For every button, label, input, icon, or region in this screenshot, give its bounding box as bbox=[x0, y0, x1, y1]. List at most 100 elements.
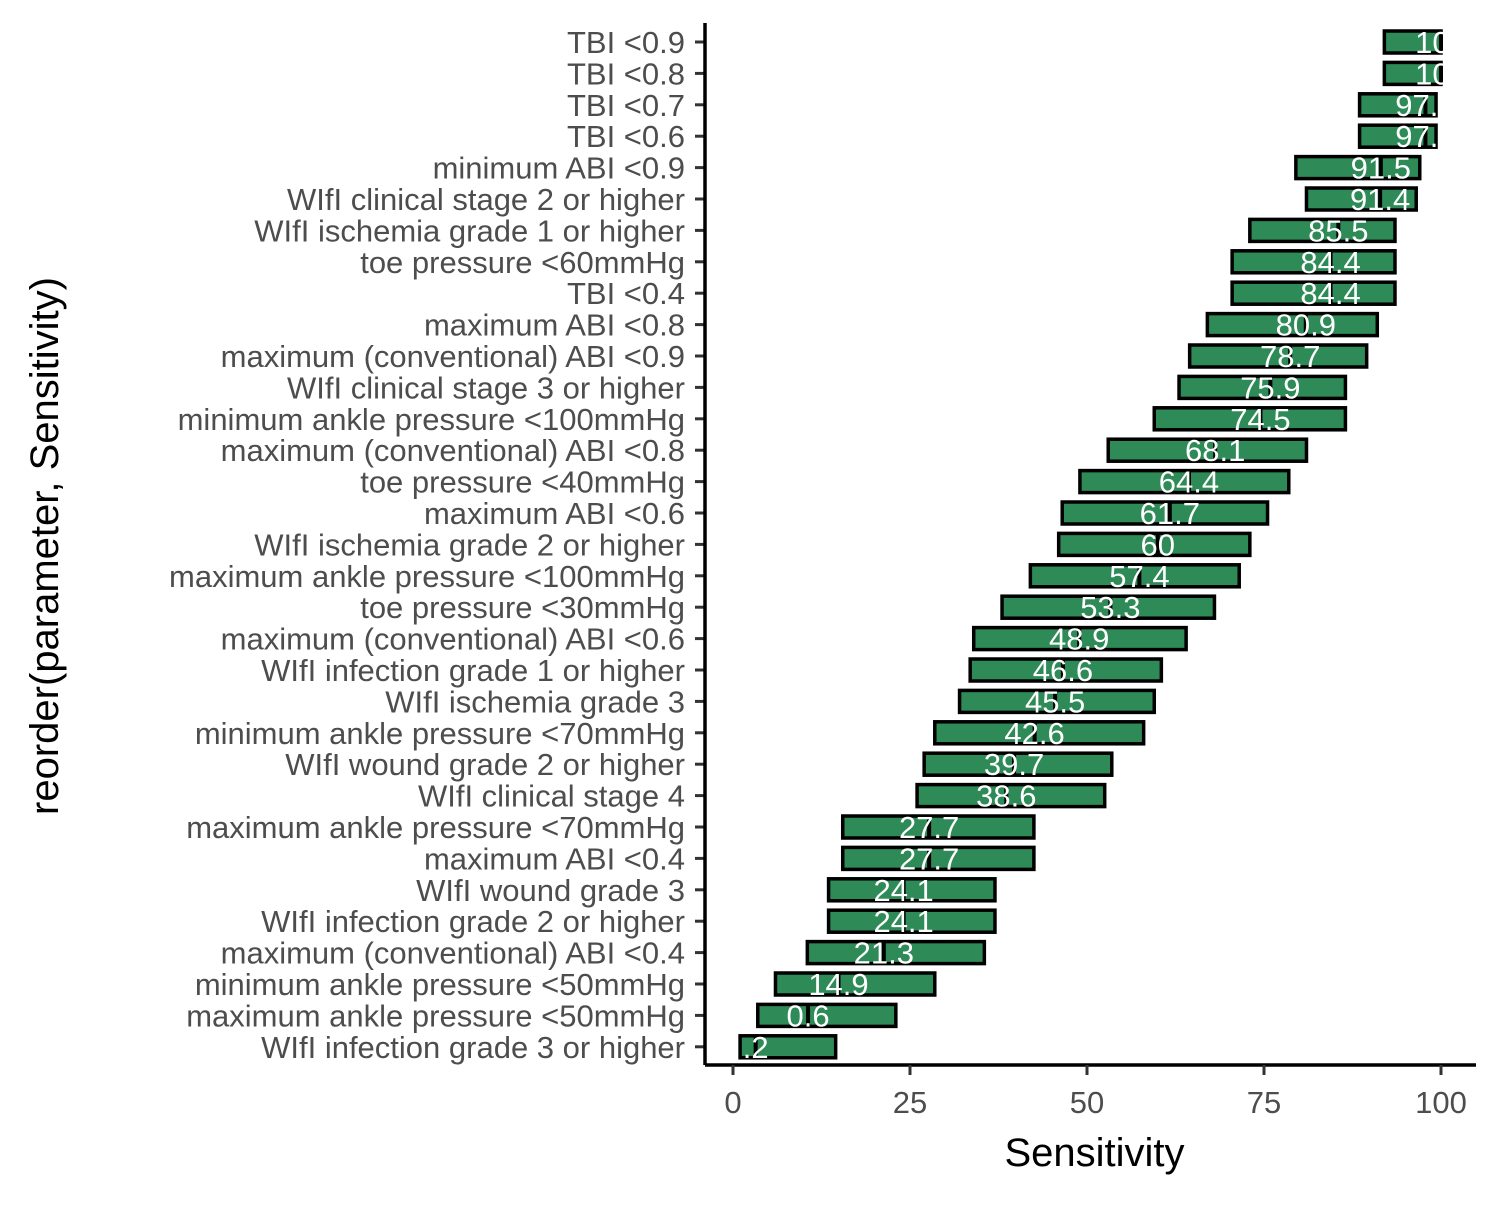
bar bbox=[826, 908, 997, 934]
data-label: 80.9 bbox=[1276, 308, 1336, 343]
bar bbox=[1248, 217, 1397, 244]
x-tick-label: 75 bbox=[1247, 1085, 1281, 1120]
data-label: 27.7 bbox=[899, 810, 959, 845]
data-label: 61.7 bbox=[1140, 496, 1200, 531]
data-labels-layer: 10010097.897.891.591.485.584.484.480.978… bbox=[743, 25, 1467, 1065]
data-label: 100 bbox=[1415, 56, 1467, 91]
y-tick-label: TBI <0.8 bbox=[567, 56, 685, 91]
bar bbox=[933, 720, 1146, 746]
data-label: 45.5 bbox=[1025, 684, 1085, 719]
x-tick-label: 25 bbox=[893, 1085, 927, 1120]
y-tick-label: WIfI clinical stage 2 or higher bbox=[287, 182, 685, 217]
y-tick-label: WIfI infection grade 1 or higher bbox=[261, 653, 685, 688]
y-tick-label: WIfI wound grade 3 bbox=[416, 873, 685, 908]
bar bbox=[1177, 374, 1348, 401]
y-tick-label: TBI <0.7 bbox=[567, 88, 685, 123]
y-tick-label: maximum ABI <0.6 bbox=[424, 496, 685, 531]
data-label: 64.4 bbox=[1159, 465, 1219, 500]
bar bbox=[1000, 594, 1217, 620]
bar bbox=[1294, 154, 1422, 181]
bar bbox=[1230, 249, 1397, 275]
data-label: 48.9 bbox=[1049, 622, 1109, 657]
y-axis-title: reorder(parameter, Sensitivity) bbox=[23, 277, 67, 815]
y-tick-label: WIfI ischemia grade 2 or higher bbox=[254, 527, 685, 562]
y-tick-label: TBI <0.6 bbox=[567, 119, 685, 154]
y-tick-label: WIfI infection grade 2 or higher bbox=[261, 904, 685, 939]
data-label: 74.5 bbox=[1230, 402, 1290, 437]
bar bbox=[1028, 563, 1241, 589]
y-tick-label: WIfI clinical stage 4 bbox=[418, 779, 685, 814]
y-tick-label: minimum ankle pressure <50mmHg bbox=[195, 967, 685, 1002]
bar bbox=[1357, 123, 1438, 149]
data-label: 78.7 bbox=[1260, 339, 1320, 374]
bar bbox=[1187, 343, 1369, 369]
bar bbox=[922, 751, 1114, 777]
bar bbox=[1106, 437, 1309, 463]
bar bbox=[1357, 92, 1438, 118]
y-tick-label: maximum ABI <0.4 bbox=[424, 841, 685, 876]
bar bbox=[756, 1002, 898, 1029]
x-tick-label: 50 bbox=[1070, 1085, 1104, 1120]
x-tick-label: 0 bbox=[724, 1085, 741, 1120]
data-label: 14.9 bbox=[808, 967, 868, 1002]
bar bbox=[1056, 531, 1252, 558]
data-label: 97.8 bbox=[1395, 88, 1455, 123]
bar bbox=[840, 814, 1036, 840]
y-tick-label: toe pressure <60mmHg bbox=[360, 245, 685, 280]
x-axis-title: Sensitivity bbox=[1004, 1131, 1184, 1175]
y-tick-label: maximum ankle pressure <70mmHg bbox=[186, 810, 685, 845]
y-tick-label: WIfI ischemia grade 3 bbox=[385, 684, 685, 719]
y-tick-label: toe pressure <30mmHg bbox=[360, 590, 685, 625]
y-tick-label: TBI <0.9 bbox=[567, 25, 685, 60]
data-label: 84.4 bbox=[1300, 276, 1360, 311]
data-label: 46.6 bbox=[1033, 653, 1093, 688]
x-axis: 0 25 50 75 100 bbox=[705, 1063, 1476, 1120]
x-tick-label: 100 bbox=[1415, 1085, 1467, 1120]
bars-layer bbox=[738, 29, 1443, 1060]
data-label: 0.6 bbox=[786, 998, 829, 1033]
bar bbox=[1205, 311, 1380, 338]
bar bbox=[840, 845, 1036, 872]
data-label: 91.5 bbox=[1351, 151, 1411, 186]
bar bbox=[1152, 406, 1348, 432]
bar bbox=[1304, 186, 1418, 212]
data-label: 39.7 bbox=[984, 747, 1044, 782]
data-label: 57.4 bbox=[1109, 559, 1169, 594]
y-tick-label: maximum ankle pressure <100mmHg bbox=[169, 559, 685, 594]
y-tick-label: toe pressure <40mmHg bbox=[360, 465, 685, 500]
bar bbox=[915, 782, 1107, 809]
y-tick-label: minimum ABI <0.9 bbox=[433, 151, 685, 186]
y-tick-label: maximum ABI <0.8 bbox=[424, 308, 685, 343]
bar bbox=[968, 657, 1164, 683]
y-tick-label: WIfI clinical stage 3 or higher bbox=[287, 370, 685, 405]
data-label: 75.9 bbox=[1240, 370, 1300, 405]
bar bbox=[1230, 280, 1397, 306]
data-label: 24.1 bbox=[873, 873, 933, 908]
y-tick-label: minimum ankle pressure <100mmHg bbox=[178, 402, 685, 437]
data-label: 97.8 bbox=[1395, 119, 1455, 154]
data-label: 100 bbox=[1415, 25, 1467, 60]
data-label: 21.3 bbox=[854, 936, 914, 971]
y-tick-label: maximum (conventional) ABI <0.4 bbox=[221, 936, 685, 971]
y-tick-label: minimum ankle pressure <70mmHg bbox=[195, 716, 685, 751]
bar bbox=[826, 877, 997, 903]
y-tick-label: maximum ankle pressure <50mmHg bbox=[186, 998, 685, 1033]
y-tick-label: maximum (conventional) ABI <0.6 bbox=[221, 622, 685, 657]
data-label: 91.4 bbox=[1350, 182, 1410, 217]
bar bbox=[1060, 500, 1270, 526]
data-label: 85.5 bbox=[1308, 213, 1368, 248]
data-label: .2 bbox=[743, 1030, 769, 1065]
data-label: 27.7 bbox=[899, 841, 959, 876]
data-label: 53.3 bbox=[1080, 590, 1140, 625]
data-label: 42.6 bbox=[1004, 716, 1064, 751]
bar bbox=[738, 1034, 838, 1060]
y-tick-label: WIfI ischemia grade 1 or higher bbox=[254, 213, 685, 248]
y-tick-label: maximum (conventional) ABI <0.9 bbox=[221, 339, 685, 374]
data-label: 84.4 bbox=[1300, 245, 1360, 280]
data-label: 38.6 bbox=[976, 779, 1036, 814]
y-tick-label: WIfI wound grade 2 or higher bbox=[285, 747, 685, 782]
data-label: 60 bbox=[1141, 527, 1175, 562]
